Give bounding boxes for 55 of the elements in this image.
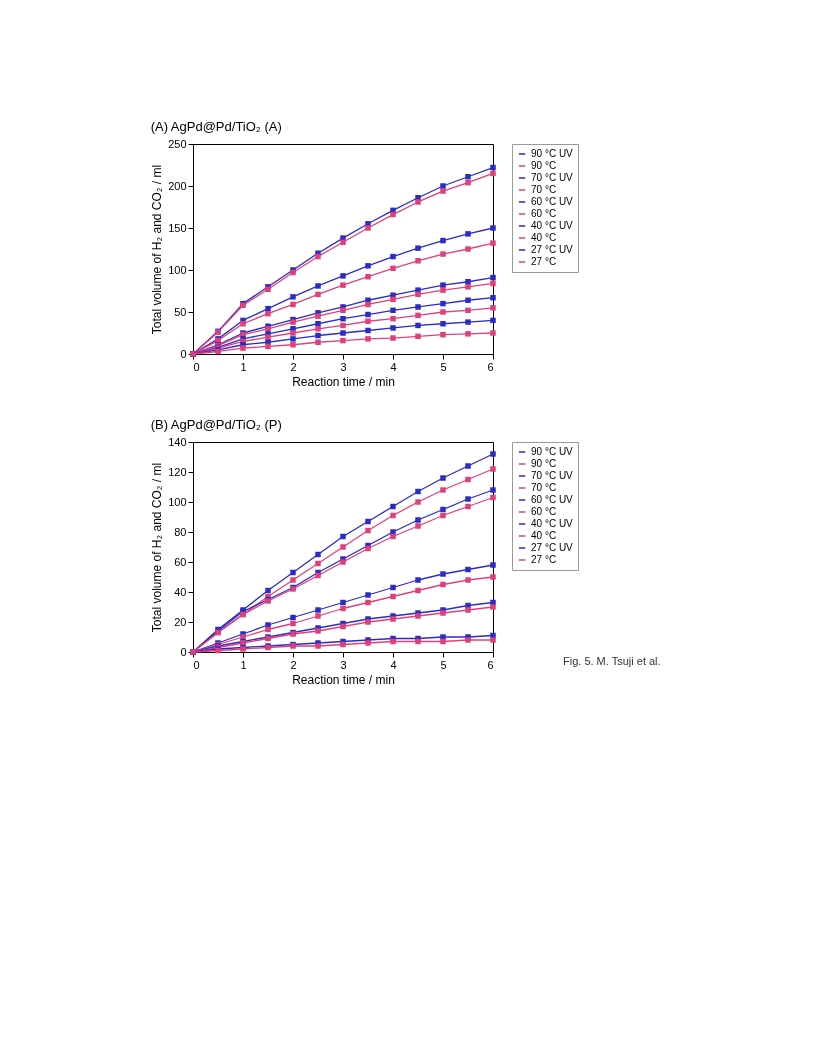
legend-label: 60 °C xyxy=(531,208,557,219)
legend-label: 60 °C UV xyxy=(531,494,574,505)
y-tick-label: 50 xyxy=(174,305,187,318)
legend-label: 60 °C xyxy=(531,506,557,517)
x-axis-title: Reaction time / min xyxy=(292,374,395,389)
x-tick-label: 1 xyxy=(240,360,247,373)
x-tick-label: 6 xyxy=(487,658,494,671)
y-axis-title: Total volume of H₂ and CO₂ / ml xyxy=(150,164,165,335)
legend-label: 90 °C xyxy=(531,160,557,171)
y-tick-label: 0 xyxy=(180,347,187,360)
x-tick-label: 3 xyxy=(340,658,347,671)
x-axis-title: Reaction time / min xyxy=(292,672,395,687)
y-tick-label: 0 xyxy=(180,645,187,658)
legend-label: 27 °C UV xyxy=(531,542,574,553)
legend-label: 27 °C xyxy=(531,554,557,565)
legend-label: 90 °C UV xyxy=(531,446,574,457)
y-tick-label: 140 xyxy=(168,435,187,448)
caption: Fig. 5. M. Tsuji et al. xyxy=(563,655,661,667)
legend-label: 70 °C UV xyxy=(531,470,574,481)
legend-label: 40 °C xyxy=(531,530,557,541)
y-tick-label: 100 xyxy=(168,263,187,276)
x-tick-label: 0 xyxy=(193,360,200,373)
legend-label: 70 °C UV xyxy=(531,172,574,183)
chart-title: (B) AgPd@Pd/TiO₂ (P) xyxy=(150,417,282,432)
y-tick-label: 80 xyxy=(174,525,187,538)
legend-label: 90 °C UV xyxy=(531,148,574,159)
y-tick-label: 150 xyxy=(168,221,187,234)
y-tick-label: 60 xyxy=(174,555,187,568)
legend-label: 27 °C xyxy=(531,256,557,267)
y-tick-label: 20 xyxy=(174,615,187,628)
y-tick-label: 200 xyxy=(168,179,187,192)
x-tick-label: 0 xyxy=(193,658,200,671)
legend-label: 40 °C UV xyxy=(531,220,574,231)
legend-label: 40 °C xyxy=(531,232,557,243)
x-tick-label: 3 xyxy=(340,360,347,373)
legend-label: 90 °C xyxy=(531,458,557,469)
legend-label: 70 °C xyxy=(531,184,557,195)
x-tick-label: 6 xyxy=(487,360,494,373)
x-tick-label: 2 xyxy=(290,658,297,671)
y-tick-label: 120 xyxy=(168,465,187,478)
chart-title: (A) AgPd@Pd/TiO₂ (A) xyxy=(150,119,282,134)
y-tick-label: 100 xyxy=(168,495,187,508)
x-tick-label: 5 xyxy=(440,360,447,373)
y-axis-title: Total volume of H₂ and CO₂ / ml xyxy=(150,462,165,633)
x-tick-label: 5 xyxy=(440,658,447,671)
legend-label: 60 °C UV xyxy=(531,196,574,207)
x-tick-label: 4 xyxy=(390,360,397,373)
y-tick-label: 250 xyxy=(168,137,187,150)
x-tick-label: 1 xyxy=(240,658,247,671)
legend-label: 70 °C xyxy=(531,482,557,493)
x-tick-label: 2 xyxy=(290,360,297,373)
y-tick-label: 40 xyxy=(174,585,187,598)
legend-label: 40 °C UV xyxy=(531,518,574,529)
x-tick-label: 4 xyxy=(390,658,397,671)
legend-label: 27 °C UV xyxy=(531,244,574,255)
